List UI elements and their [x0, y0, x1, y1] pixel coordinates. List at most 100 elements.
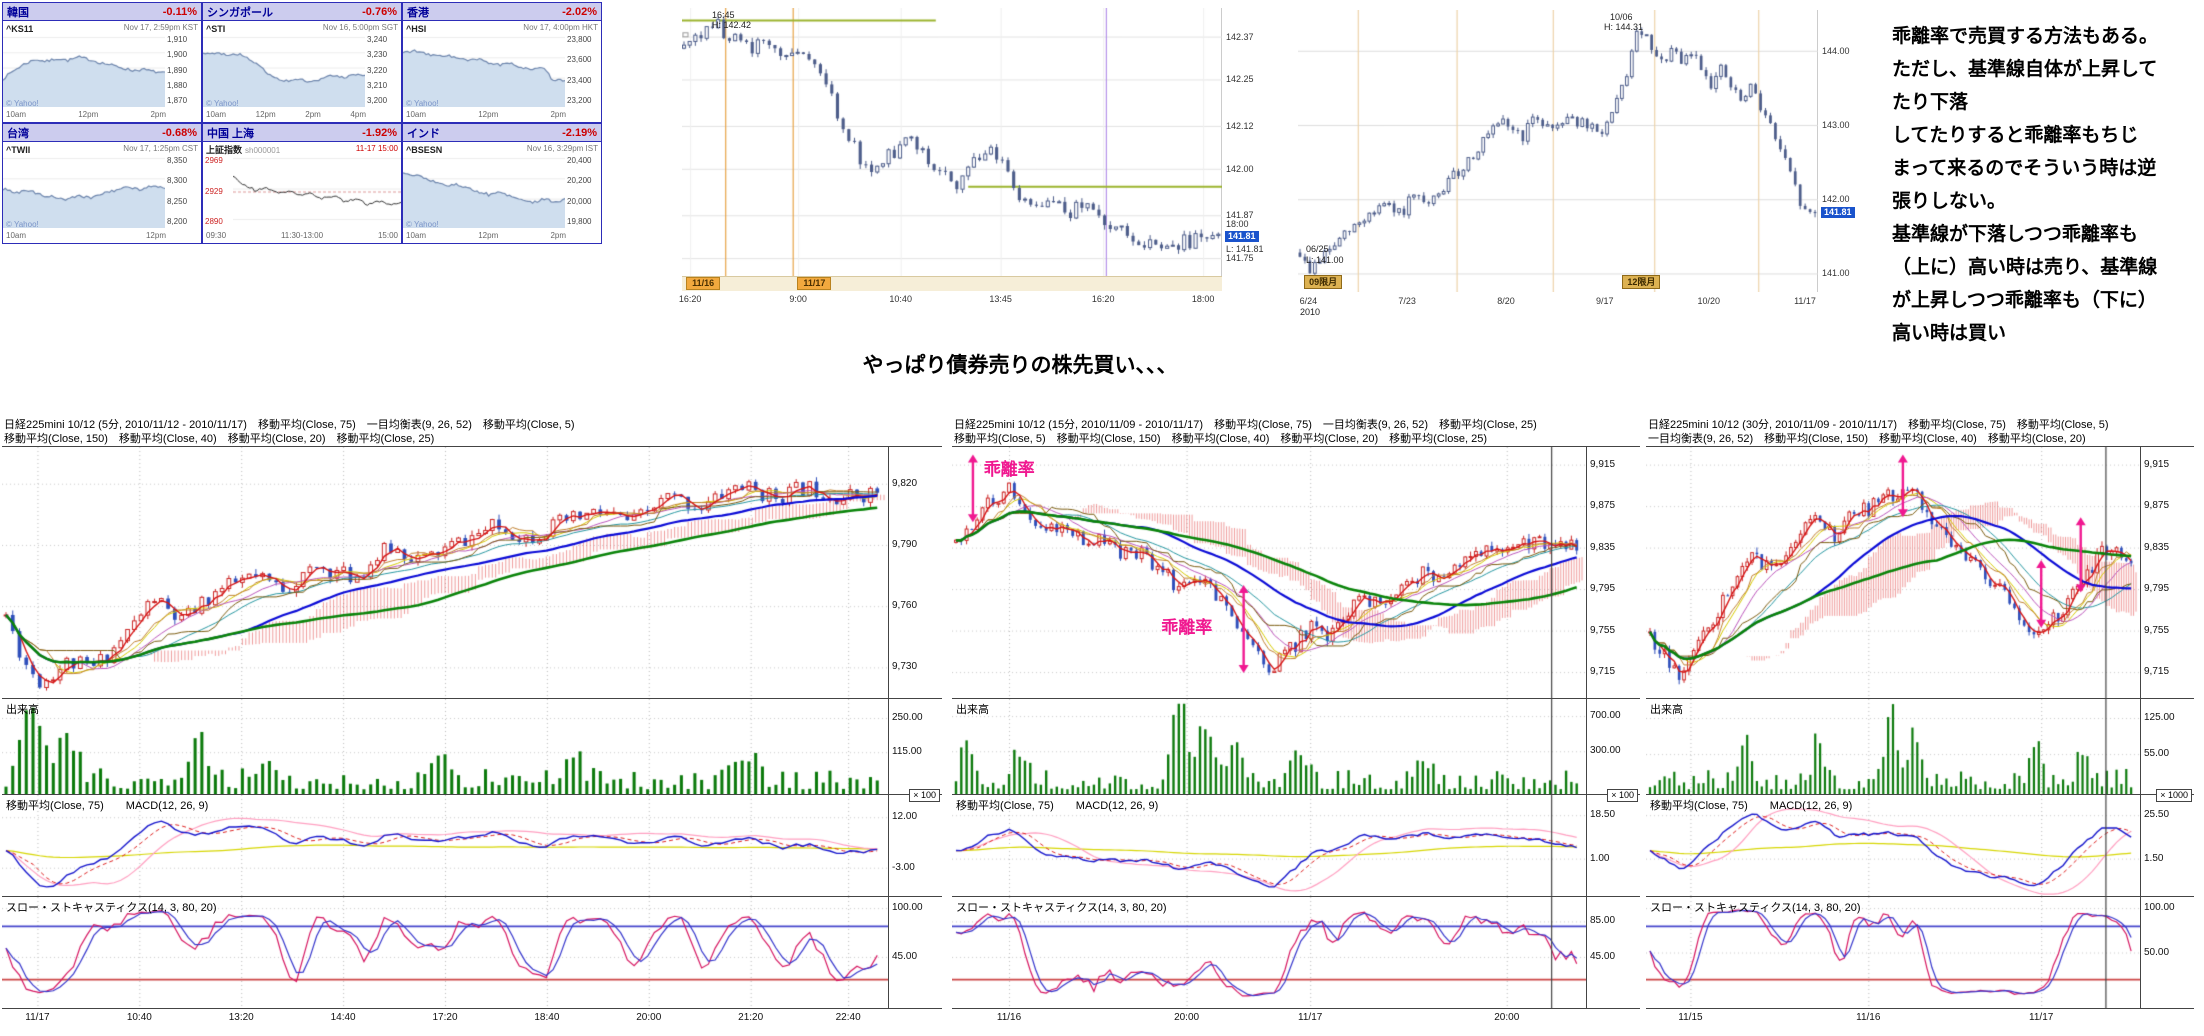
x-tick: 11/15: [1678, 1012, 1703, 1023]
commentary-text: 乖離率で売買する方法もある。 ただし、基準線自体が上昇して たり下落 してたりすると乖…: [1892, 20, 2204, 350]
price-tick: 9,730: [892, 661, 918, 673]
macd-label: 移動平均(Close, 75) MACD(12, 26, 9): [6, 800, 209, 812]
market-tile-market-india: インド -2.19% ^BSESN Nov 16, 3:29pm IST 20,400 2…: [402, 123, 602, 244]
market-name: 韓国: [7, 6, 29, 19]
market-subheader: 上証指数 sh000001 11-17 15:00: [203, 142, 401, 155]
panel-section-price: 9,915 9,875 9,835 9,795 9,755 9,715 乖離率 乖離率: [952, 446, 1640, 698]
chart-canvas-stoch: [952, 897, 1586, 1008]
macd-tick: 1.50: [2144, 852, 2164, 864]
market-change: -1.92%: [362, 126, 397, 139]
commentary-line: たり下落: [1892, 92, 1969, 113]
price-tick: 9,760: [892, 600, 918, 612]
date-tick: 11/17: [1794, 296, 1816, 306]
market-tile-market-korea: 韓国 -0.11% ^KS11 Nov 17, 2:59pm KST 1,910 1,90…: [2, 2, 202, 123]
time-tick: 2pm: [305, 110, 321, 119]
panel-section-volume: 125.00 55.00 出来高 × 1000: [1646, 698, 2194, 802]
price-tick: 141.00: [1822, 268, 1850, 279]
market-name: 台湾: [7, 127, 29, 140]
right-axis-tick: 8,250: [167, 196, 188, 206]
chart-canvas-volume: [2, 699, 888, 794]
current-price-badge: 141.81: [1821, 207, 1855, 219]
bond-daily-canvas: [1298, 10, 1818, 292]
market-tile-market-shanghai: 中国 上海 -1.92% 上証指数 sh000001 11-17 15:00 2969 29…: [202, 123, 402, 244]
market-subheader: ^BSESN Nov 16, 3:29pm IST: [403, 142, 601, 155]
stoch-tick: 100.00: [892, 902, 923, 914]
panel-indicators-line: 一目均衡表(9, 26, 52) 移動平均(Close, 150) 移動平均(C…: [1648, 433, 2086, 445]
commentary-line: ただし、基準線自体が上昇して: [1892, 59, 2158, 80]
price-tick: 143.00: [1822, 120, 1850, 131]
panel-title-line: 日経225mini 10/12 (5分, 2010/11/12 - 2010/1…: [4, 419, 575, 431]
chart-canvas-price: [2, 447, 888, 698]
market-time-axis: 10am 12pm 2pm: [403, 109, 569, 120]
caption-text: やっぱり債券売りの株先買い、、、: [862, 354, 1178, 377]
market-code: sh000001: [245, 145, 281, 155]
x-tick: 20:00: [1174, 1012, 1200, 1023]
right-axis-tick: 20,200: [567, 176, 592, 186]
time-tick: 12pm: [145, 231, 166, 240]
x-tick: 22:40: [835, 1012, 861, 1023]
intraday-high-time-label: 16:45: [712, 10, 735, 20]
price-tick: 9,875: [1590, 500, 1616, 512]
divergence-label: 乖離率: [983, 459, 1035, 479]
macd-tick: 18.50: [1590, 809, 1616, 821]
market-timestamp: Nov 17, 1:25pm CST: [123, 144, 198, 153]
market-tile-header: 香港 -2.02%: [403, 3, 601, 21]
market-timestamp: Nov 17, 4:00pm HKT: [523, 23, 598, 32]
price-tick: 9,875: [2144, 500, 2170, 512]
market-chart-canvas: [233, 155, 401, 228]
time-tick: 2pm: [150, 110, 166, 119]
market-tile-header: 中国 上海 -1.92%: [203, 124, 401, 142]
panel-section-price: 9,820 9,790 9,760 9,730: [2, 446, 942, 698]
market-timestamp: 11-17 15:00: [355, 144, 398, 153]
left-axis-tick: 2890: [205, 217, 223, 226]
right-axis-tick: 1,870: [167, 96, 188, 105]
panel-section-stoch: 100.00 50.00 スロー・ストキャスティクス(14, 3, 80, 20): [1646, 896, 2194, 1008]
stoch-tick: 50.00: [2144, 946, 2170, 958]
volume-label: 出来高: [6, 704, 39, 716]
x-tick: 11/17: [1298, 1012, 1323, 1023]
time-tick: 10am: [6, 231, 27, 240]
x-tick: 17:20: [432, 1012, 458, 1023]
market-symbol: ^STI: [206, 23, 226, 34]
right-axis-tick: 1,900: [167, 50, 188, 60]
market-symbol-group: ^KS11: [6, 19, 33, 37]
price-tick: 9,715: [1590, 666, 1616, 678]
market-change: -0.76%: [362, 5, 397, 18]
x-tick: 20:00: [636, 1012, 662, 1023]
market-symbol: 上証指数: [206, 144, 243, 155]
macd-tick: 1.00: [1590, 852, 1610, 864]
intraday-time-axis: 16:20 9:00 10:40 13:45 16:20 18:00: [679, 292, 1268, 306]
market-time-axis: 10am 12pm: [3, 230, 169, 241]
panel-section-macd: 25.50 1.50 移動平均(Close, 75) MACD(12, 26, 9): [1646, 794, 2194, 896]
market-tile-market-singapore: シンガポール -0.76% ^STI Nov 16, 5:00pm SGT 3,240 3…: [202, 2, 402, 123]
bond-intraday-canvas: [682, 8, 1222, 276]
market-subheader: ^HSI Nov 17, 4:00pm HKT: [403, 21, 601, 34]
date-tick: 8/20: [1497, 296, 1515, 306]
daily-high-price-label: H: 144.31: [1604, 22, 1644, 32]
right-axis-tick: 23,800: [567, 35, 592, 44]
panel-section-macd: 12.00 -3.00 移動平均(Close, 75) MACD(12, 26, 9…: [2, 794, 942, 896]
time-tick: 2pm: [550, 110, 566, 119]
intraday-date-strip: 11/16 11/17: [682, 276, 1222, 291]
axis-gutter-stoch: 100.00 45.00: [888, 897, 942, 1008]
market-subheader: ^KS11 Nov 17, 2:59pm KST: [3, 21, 201, 34]
axis-gutter-macd: 25.50 1.50: [2140, 795, 2194, 896]
time-tick: 4pm: [350, 110, 366, 119]
market-tile-market-hongkong: 香港 -2.02% ^HSI Nov 17, 4:00pm HKT 23,800 23,6…: [402, 2, 602, 123]
nikkei-panel-30min: 日経225mini 10/12 (30分, 2010/11/09 - 2010/…: [1646, 418, 2194, 1026]
market-mini-chart: 1,910 1,900 1,890 1,880 1,870 © Yahoo!: [3, 34, 201, 109]
time-tick: 16:20: [1091, 294, 1115, 304]
daily-price-axis: 144.00 143.00 142.00 141.00 141.81: [1820, 10, 1877, 292]
market-mini-chart: 3,240 3,230 3,220 3,210 3,200 © Yahoo!: [203, 34, 401, 109]
market-mini-chart: 20,400 20,200 20,000 19,800 © Yahoo!: [403, 155, 601, 230]
current-price-badge: 141.81: [1225, 230, 1259, 242]
right-axis-tick: 3,210: [367, 80, 388, 90]
time-tick: 9:00: [789, 294, 807, 304]
panel-indicators-line: 移動平均(Close, 5) 移動平均(Close, 150) 移動平均(Clo…: [954, 433, 1487, 445]
panel-indicators-line: 移動平均(Close, 150) 移動平均(Close, 40) 移動平均(Cl…: [4, 433, 435, 445]
volume-tick: 300.00: [1590, 745, 1621, 757]
yahoo-watermark: © Yahoo!: [6, 220, 39, 229]
time-tick: 18:00: [1191, 294, 1215, 304]
stochastics-label: スロー・ストキャスティクス(14, 3, 80, 20): [956, 902, 1167, 914]
time-tick: 13:45: [989, 294, 1012, 304]
